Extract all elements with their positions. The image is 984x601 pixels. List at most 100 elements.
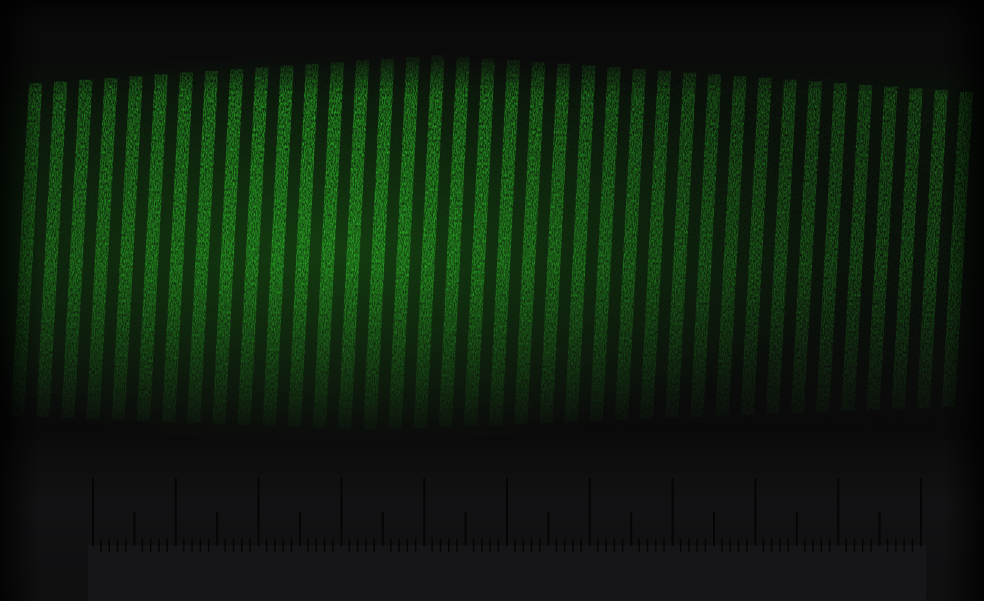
fringe-band <box>514 61 546 425</box>
ruler-minor-tick <box>646 538 649 552</box>
ruler-minor-tick <box>323 538 326 552</box>
ruler-minor-tick <box>862 538 864 552</box>
ruler-minor-tick <box>224 538 226 552</box>
ruler-minor-tick <box>605 538 607 552</box>
fringe-band <box>614 69 646 420</box>
fringe-band <box>363 58 395 430</box>
fringe-band <box>690 74 722 417</box>
ruler-minor-tick <box>895 538 897 552</box>
ruler-minor-tick <box>274 538 276 552</box>
ruler-minor-tick <box>497 538 500 552</box>
ruler-minor-tick <box>911 538 914 552</box>
ruler-minor-tick <box>597 538 599 552</box>
fringe-band <box>111 76 143 420</box>
ruler-minor-tick <box>572 538 574 552</box>
ruler-minor-tick <box>812 538 814 552</box>
ruler-minor-tick <box>679 538 682 552</box>
ruler-minor-tick <box>398 538 400 552</box>
ruler-mid-tick <box>713 512 715 546</box>
ruler-major-tick <box>92 478 94 546</box>
ruler-minor-tick <box>183 538 185 552</box>
ruler-minor-tick <box>514 538 516 552</box>
ruler-minor-tick <box>332 538 334 552</box>
fringe-band <box>287 63 319 427</box>
ruler-minor-tick <box>870 538 872 552</box>
fringe-band <box>740 77 772 415</box>
ruler-minor-tick <box>365 538 367 552</box>
ruler-major-tick <box>340 478 343 546</box>
ruler-minor-tick <box>141 538 144 552</box>
fringe-band <box>262 65 294 426</box>
fringe-band <box>187 70 219 423</box>
ruler-minor-tick <box>845 538 847 552</box>
ruler-major-tick <box>920 478 922 546</box>
ruler-minor-tick <box>232 538 235 552</box>
ruler-minor-tick <box>481 538 483 552</box>
ruler-minor-tick <box>448 538 450 552</box>
ruler-major-tick <box>423 478 426 546</box>
ruler-minor-tick <box>613 538 616 552</box>
ruler-minor-tick <box>762 538 765 552</box>
ruler-minor-tick <box>663 538 665 552</box>
ruler-minor-tick <box>820 538 823 552</box>
ruler-minor-tick <box>721 538 723 552</box>
ruler-minor-tick <box>290 538 293 552</box>
ruler-minor-tick <box>770 538 773 552</box>
fringe-band <box>790 81 823 413</box>
ruler-minor-tick <box>489 538 491 552</box>
ruler-minor-tick <box>199 538 202 552</box>
fringe-band <box>438 56 470 428</box>
fringe-band <box>212 69 244 424</box>
fringe-band <box>161 72 194 422</box>
fringe-band <box>11 83 43 416</box>
ruler-minor-tick <box>539 538 541 552</box>
fringe-band <box>312 62 345 428</box>
fringe-band <box>639 70 672 419</box>
ruler-minor-tick <box>166 538 168 552</box>
fringe-band <box>665 72 697 418</box>
ruler-minor-tick <box>348 538 351 552</box>
ruler-mid-tick <box>299 512 301 546</box>
ruler-minor-tick <box>903 538 905 552</box>
ruler-minor-tick <box>696 538 698 552</box>
ruler-mid-tick <box>630 512 633 546</box>
ruler-major-tick <box>506 478 508 546</box>
ruler-major-tick <box>837 478 840 546</box>
fringe-band <box>866 86 898 410</box>
ruler-mid-tick <box>547 512 550 546</box>
ruler-mid-tick <box>795 512 798 546</box>
ruler-mid-tick <box>878 512 881 546</box>
ruler-minor-tick <box>431 538 433 552</box>
ruler-minor-tick <box>439 538 442 552</box>
ruler-minor-tick <box>886 538 889 552</box>
fringe-band <box>61 79 93 418</box>
ruler-minor-tick <box>655 538 657 552</box>
ruler-minor-tick <box>390 538 392 552</box>
ruler-minor-tick <box>191 538 193 552</box>
fringe-band <box>816 83 848 412</box>
fringe-band <box>136 74 168 421</box>
fringe-band <box>589 67 621 421</box>
fringe-band <box>941 91 973 407</box>
ruler-minor-tick <box>853 538 856 552</box>
ruler-minor-tick <box>472 538 475 552</box>
ruler-minor-tick <box>265 538 268 552</box>
ruler-minor-tick <box>125 538 127 552</box>
ruler-mid-tick <box>381 512 384 546</box>
ruler-minor-tick <box>307 538 309 552</box>
ruler-minor-tick <box>116 538 119 552</box>
ruler-minor-tick <box>737 538 740 552</box>
fringe-band <box>765 79 797 414</box>
ruler-minor-tick <box>241 538 243 552</box>
fringe-band <box>891 88 923 409</box>
ruler-major-tick <box>174 478 177 546</box>
ruler-minor-tick <box>108 538 110 552</box>
ruler-minor-tick <box>787 538 789 552</box>
ruler-major-tick <box>754 478 757 546</box>
fringe-band <box>564 65 596 422</box>
ruler-minor-tick <box>406 538 409 552</box>
fringe-band <box>388 56 420 430</box>
fringe-band <box>338 60 370 429</box>
ruler-minor-tick <box>100 538 102 552</box>
